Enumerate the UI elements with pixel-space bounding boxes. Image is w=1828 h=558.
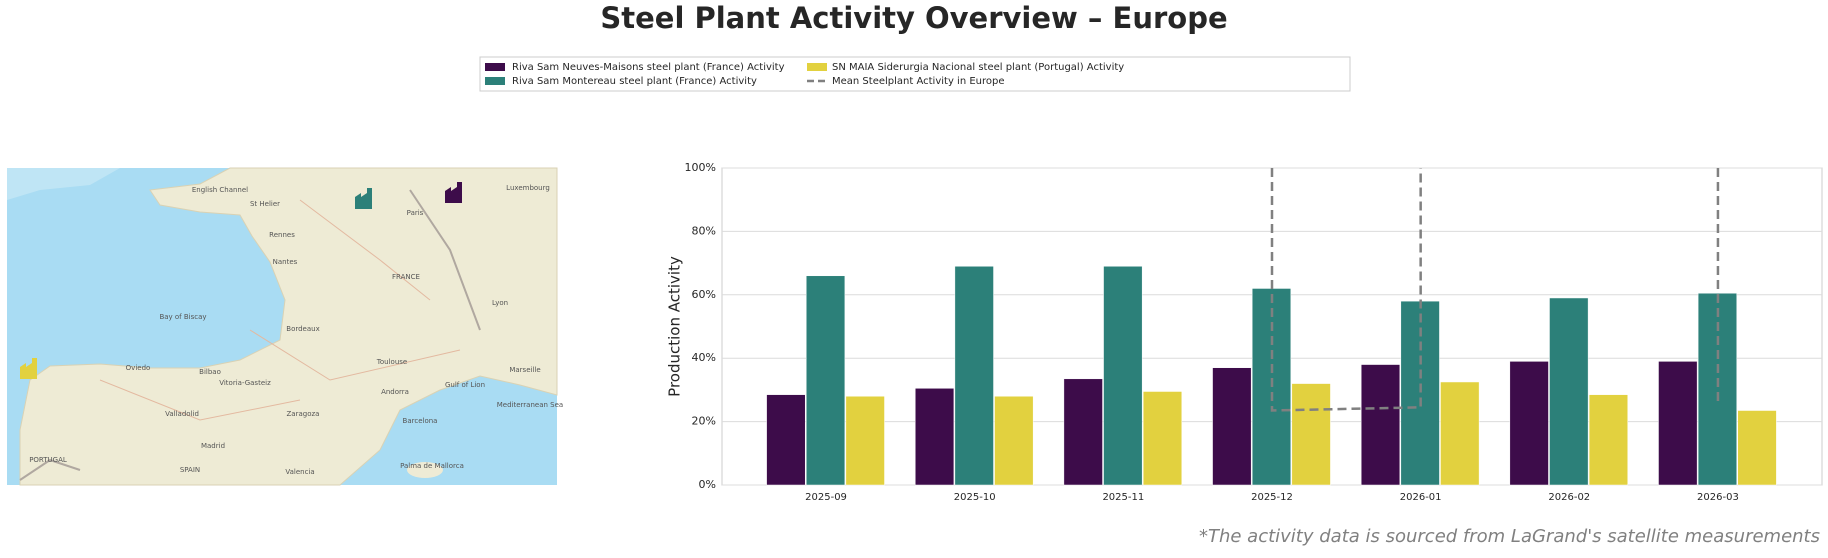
legend-swatch [807,63,827,71]
x-tick-label: 2026-01 [1400,492,1442,503]
map-label: FRANCE [392,273,420,281]
bar [1509,361,1549,486]
map-label: Lyon [492,299,508,307]
map-label: Bay of Biscay [159,313,206,321]
map-label: Zaragoza [287,410,320,418]
bar [914,388,955,486]
map [7,167,558,486]
map-label: St Helier [250,200,280,208]
map-label: English Channel [192,186,248,194]
mean-line [1270,168,1720,412]
map-label: Bilbao [199,368,221,376]
map-island [407,462,443,478]
bar [1658,361,1698,486]
map-label: Nantes [273,258,298,266]
y-tick-label: 20% [692,415,716,428]
bar [1063,378,1103,486]
map-label: Toulouse [376,358,407,366]
map-label: Gulf of Lion [445,381,485,389]
map-borders [19,189,481,481]
map-label: Mediterranean Sea [497,401,563,409]
map-shallow [7,168,120,200]
map-label: Barcelona [403,417,438,425]
x-tick-label: 2026-02 [1548,492,1590,503]
legend-label: Riva Sam Montereau steel plant (France) … [512,76,757,87]
y-tick-label: 0% [699,478,716,491]
bar [1737,410,1777,486]
map-land [19,167,558,486]
map-label: Madrid [201,442,225,450]
map-label: Paris [407,209,424,217]
legend-swatch [485,77,505,85]
plant-icon [20,358,37,379]
map-roads [99,199,461,421]
bar [1440,381,1480,486]
map-label: Bordeaux [286,325,319,333]
bar [1360,364,1401,486]
bar [994,395,1034,486]
y-tick-label: 60% [692,288,716,301]
bar [805,275,846,486]
plant-icon [445,182,462,203]
legend-label: Mean Steelplant Activity in Europe [832,76,1005,87]
x-tick-label: 2025-09 [805,492,847,503]
bar [766,394,806,486]
bar [954,266,994,486]
footnote: *The activity data is sourced from LaGra… [1199,526,1820,547]
map-label: Oviedo [126,364,151,372]
legend-swatch [485,63,505,71]
y-axis-label: Production Activity [666,256,684,397]
map-label: Valencia [285,468,314,476]
map-label: Luxembourg [506,184,550,192]
map-label: Andorra [381,388,409,396]
bar [1103,266,1143,486]
x-tick-label: 2026-03 [1697,492,1739,503]
bar [1142,391,1183,486]
legend-label: Riva Sam Neuves-Maisons steel plant (Fra… [512,62,785,73]
chart-title: Steel Plant Activity Overview – Europe [600,1,1227,35]
legend-box [479,56,1351,92]
plant-icon [355,188,372,209]
bar [845,395,885,486]
y-tick-label: 80% [692,224,716,237]
y-tick-label: 40% [692,351,716,364]
x-tick-label: 2025-12 [1251,492,1293,503]
map-label: SPAIN [180,466,200,474]
map-label: Rennes [269,231,295,239]
map-label: PORTUGAL [29,456,67,464]
bar [1549,297,1589,486]
legend-label: SN MAIA Siderurgia Nacional steel plant … [832,62,1124,73]
x-tick-label: 2025-11 [1102,492,1144,503]
map-label: Valladolid [165,410,199,418]
y-tick-label: 100% [685,161,716,174]
bar [1212,367,1252,486]
map-label: Vitoria-Gasteiz [219,379,271,387]
x-tick-label: 2025-10 [954,492,996,503]
map-label: Marseille [509,366,540,374]
bar [1588,394,1629,486]
bar [1291,383,1331,486]
map-label: Palma de Mallorca [400,462,464,470]
bar [1697,292,1738,486]
